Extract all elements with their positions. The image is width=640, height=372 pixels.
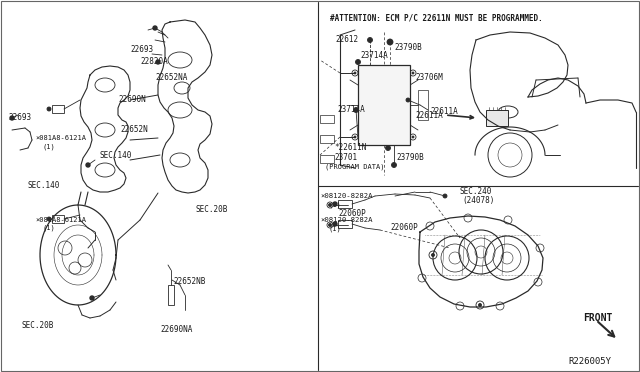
Text: (24078): (24078) bbox=[462, 196, 494, 205]
Circle shape bbox=[367, 38, 372, 42]
Text: 23701: 23701 bbox=[334, 154, 357, 163]
Bar bbox=[338, 200, 352, 208]
Text: R226005Y: R226005Y bbox=[568, 357, 611, 366]
Circle shape bbox=[10, 116, 14, 120]
Text: 22652NB: 22652NB bbox=[173, 278, 205, 286]
Circle shape bbox=[412, 72, 414, 74]
Text: SEC.140: SEC.140 bbox=[100, 151, 132, 160]
Text: 22612: 22612 bbox=[335, 35, 358, 45]
Text: SEC.20B: SEC.20B bbox=[22, 321, 54, 330]
Circle shape bbox=[354, 72, 356, 74]
Text: FRONT: FRONT bbox=[583, 313, 612, 323]
Circle shape bbox=[431, 253, 435, 257]
Text: #ATTENTION: ECM P/C 22611N MUST BE PROGRAMMED.: #ATTENTION: ECM P/C 22611N MUST BE PROGR… bbox=[330, 13, 543, 22]
Bar bbox=[358, 65, 410, 145]
Bar bbox=[168, 285, 174, 305]
Bar bbox=[320, 135, 334, 143]
Circle shape bbox=[392, 163, 397, 167]
Circle shape bbox=[479, 304, 481, 307]
Circle shape bbox=[353, 108, 358, 112]
Circle shape bbox=[385, 145, 390, 151]
Circle shape bbox=[412, 136, 414, 138]
Text: ×08120-8282A: ×08120-8282A bbox=[320, 217, 372, 223]
Circle shape bbox=[156, 60, 160, 64]
Text: 22060P: 22060P bbox=[338, 209, 365, 218]
Circle shape bbox=[47, 107, 51, 111]
Bar bbox=[52, 105, 64, 113]
Text: (1): (1) bbox=[328, 226, 340, 232]
Text: 23714A: 23714A bbox=[360, 51, 388, 60]
Text: SEC.240: SEC.240 bbox=[460, 187, 492, 196]
Text: *22611N: *22611N bbox=[334, 144, 366, 153]
Circle shape bbox=[388, 40, 392, 44]
Text: ×081A8-6121A: ×081A8-6121A bbox=[35, 217, 86, 223]
Bar bbox=[320, 115, 334, 123]
Circle shape bbox=[333, 222, 337, 226]
Text: 22611A: 22611A bbox=[430, 108, 458, 116]
Text: 22060P: 22060P bbox=[390, 224, 418, 232]
Text: SEC.20B: SEC.20B bbox=[195, 205, 227, 215]
Text: 23706M: 23706M bbox=[415, 74, 443, 83]
Circle shape bbox=[90, 296, 94, 300]
Bar bbox=[320, 155, 334, 163]
Circle shape bbox=[333, 202, 337, 206]
Circle shape bbox=[47, 217, 51, 221]
Bar bbox=[418, 90, 428, 120]
Circle shape bbox=[86, 163, 90, 167]
Text: 22611A: 22611A bbox=[415, 110, 443, 119]
Text: 23714A: 23714A bbox=[337, 106, 365, 115]
Bar bbox=[52, 215, 64, 223]
Bar bbox=[486, 110, 508, 126]
Text: 22693: 22693 bbox=[130, 45, 153, 55]
Text: 22652N: 22652N bbox=[120, 125, 148, 135]
Circle shape bbox=[406, 98, 410, 102]
Text: (1): (1) bbox=[42, 225, 55, 231]
Text: 22690N: 22690N bbox=[118, 96, 146, 105]
Circle shape bbox=[328, 224, 332, 227]
Text: 22693: 22693 bbox=[8, 113, 31, 122]
Circle shape bbox=[153, 26, 157, 30]
Text: ×08120-8282A: ×08120-8282A bbox=[320, 193, 372, 199]
Text: 23790B: 23790B bbox=[394, 44, 422, 52]
Text: 23790B: 23790B bbox=[396, 154, 424, 163]
Text: SEC.140: SEC.140 bbox=[28, 180, 60, 189]
Bar bbox=[338, 220, 352, 228]
Text: 22690NA: 22690NA bbox=[160, 326, 193, 334]
Text: (PROGRAM DATA): (PROGRAM DATA) bbox=[325, 164, 385, 170]
Text: 22652NA: 22652NA bbox=[155, 74, 188, 83]
Circle shape bbox=[387, 39, 393, 45]
Circle shape bbox=[328, 203, 332, 206]
Text: 22820A: 22820A bbox=[140, 58, 168, 67]
Text: ×081A8-6121A: ×081A8-6121A bbox=[35, 135, 86, 141]
Text: (1): (1) bbox=[42, 144, 55, 150]
Circle shape bbox=[443, 194, 447, 198]
Circle shape bbox=[355, 60, 360, 64]
Circle shape bbox=[354, 136, 356, 138]
Text: (1): (1) bbox=[328, 202, 340, 208]
